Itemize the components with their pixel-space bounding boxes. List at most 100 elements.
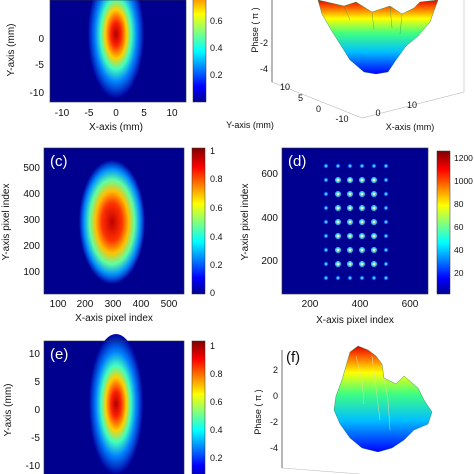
panel-c-ytick-2: 300 <box>23 215 40 226</box>
spot-core <box>360 206 364 210</box>
spot-core <box>349 165 351 167</box>
panel-d-spot-array <box>323 163 389 281</box>
spot-core <box>372 234 376 238</box>
spot-core <box>373 277 375 279</box>
panel-f-ztick-2: -2 <box>270 417 278 427</box>
spot-core <box>385 207 387 209</box>
spot-core <box>385 263 387 265</box>
panel-c-xtick-0: 100 <box>50 299 67 310</box>
spot-core <box>348 206 352 210</box>
panel-a-xlabel: X-axis (mm) <box>89 122 143 133</box>
panel-c-cbar-tick-2: 0.6 <box>210 203 223 213</box>
spot-core <box>336 178 340 182</box>
spot-core <box>385 221 387 223</box>
panel-e-ylabel: Y-axis (mm) <box>3 384 14 437</box>
spot-core <box>336 262 340 266</box>
spot-core <box>385 249 387 251</box>
panel-a-ytick-0: 0 <box>38 34 44 45</box>
spot-core <box>360 192 364 196</box>
panel-e-cbar-tick-2: 0.6 <box>210 397 223 407</box>
panel-b-xtick-0: -10 <box>335 114 348 124</box>
panel-b-xtick-1: 0 <box>375 108 380 118</box>
panel-a-cbar-tick-2: 0.2 <box>210 70 223 80</box>
panel-b-xlabel: X-axis (mm) <box>386 122 435 132</box>
panel-e-cbar-tick-1: 0.8 <box>210 369 223 379</box>
panel-c-cbar-tick-4: 0.2 <box>210 260 223 270</box>
panel-d-xlabel: X-axis pixel index <box>316 315 394 326</box>
panel-a-ylabel: Y-axis (mm) <box>6 24 17 77</box>
spot-core <box>348 234 352 238</box>
spot-core <box>385 235 387 237</box>
spot-core <box>337 165 339 167</box>
spot-core <box>336 206 340 210</box>
panel-d-cbar-tick-5: 20 <box>454 268 464 278</box>
spot-core <box>372 220 376 224</box>
spot-core <box>325 207 327 209</box>
panel-e-ytick-3: -5 <box>31 433 40 444</box>
spot-core <box>336 234 340 238</box>
panel-c-ytick-3: 200 <box>23 241 40 252</box>
spot-core <box>361 277 363 279</box>
spot-core <box>325 179 327 181</box>
spot-core <box>361 165 363 167</box>
spot-core <box>360 220 364 224</box>
panel-f-zlabel: Phase ( π ) <box>253 389 263 434</box>
panel-d-colorbar <box>436 150 451 295</box>
panel-e-colorbar <box>191 340 206 474</box>
panel-d-letter: (d) <box>288 153 306 170</box>
panel-b: -2 -4 Phase ( π ) 10 5 0 Y-axis (mm) -10… <box>226 0 465 132</box>
spot-core <box>325 277 327 279</box>
panel-a-beam <box>88 0 144 98</box>
panel-c-beam <box>79 160 145 284</box>
spot-core <box>325 193 327 195</box>
spot-core <box>372 192 376 196</box>
panel-f-ztick-3: -4 <box>270 443 278 453</box>
panel-e-ytick-2: 0 <box>34 405 40 416</box>
spot-core <box>325 249 327 251</box>
spot-core <box>385 277 387 279</box>
panel-c-colorbar <box>191 147 206 295</box>
panel-a-cbar-tick-1: 0.4 <box>210 43 223 53</box>
spot-core <box>373 165 375 167</box>
panel-e: (e) 10 5 0 -5 -10 Y-axis (mm) 1 0.8 0.6 … <box>3 334 223 474</box>
panel-a-cbar-tick-0: 0.6 <box>210 16 223 26</box>
panel-e-cbar-tick-0: 1 <box>210 341 215 351</box>
spot-core <box>325 235 327 237</box>
spot-core <box>360 234 364 238</box>
panel-a-ytick-1: -5 <box>35 60 44 71</box>
spot-core <box>372 248 376 252</box>
panel-d-ylabel: Y-axis pixel index <box>240 184 251 261</box>
panel-d-xtick-0: 200 <box>302 299 319 310</box>
panel-a-xtick-3: 5 <box>141 108 147 119</box>
panel-b-ztick-1: -4 <box>260 64 268 74</box>
spot-core <box>385 193 387 195</box>
panel-f-surface <box>333 345 433 453</box>
panel-f-ztick-1: 0 <box>273 391 278 401</box>
panel-c-ytick-0: 500 <box>23 163 40 174</box>
panel-a-xtick-0: -10 <box>55 108 70 119</box>
spot-core <box>336 248 340 252</box>
panel-c-xtick-3: 400 <box>133 299 150 310</box>
panel-d-cbar-tick-1: 1000 <box>454 176 473 186</box>
spot-core <box>325 263 327 265</box>
spot-core <box>348 192 352 196</box>
spot-core <box>336 220 340 224</box>
panel-b-ztick-0: -2 <box>260 38 268 48</box>
spot-core <box>336 192 340 196</box>
panel-e-ytick-4: -10 <box>26 461 41 472</box>
panel-d-ytick-2: 200 <box>261 256 278 267</box>
panel-e-letter: (e) <box>50 346 68 363</box>
spot-core <box>348 220 352 224</box>
panel-a-xtick-2: 0 <box>113 108 119 119</box>
panel-f-ztick-0: 2 <box>273 365 278 375</box>
panel-c-cbar-tick-3: 0.4 <box>210 232 223 242</box>
panel-d-cbar-tick-2: 80 <box>454 199 464 209</box>
panel-c-xlabel: X-axis pixel index <box>75 313 153 324</box>
panel-d-ytick-1: 400 <box>261 213 278 224</box>
spot-core <box>360 262 364 266</box>
spot-core <box>348 178 352 182</box>
panel-c-xtick-4: 500 <box>161 299 178 310</box>
panel-c-cbar-tick-1: 0.8 <box>210 174 223 184</box>
spot-core <box>360 178 364 182</box>
